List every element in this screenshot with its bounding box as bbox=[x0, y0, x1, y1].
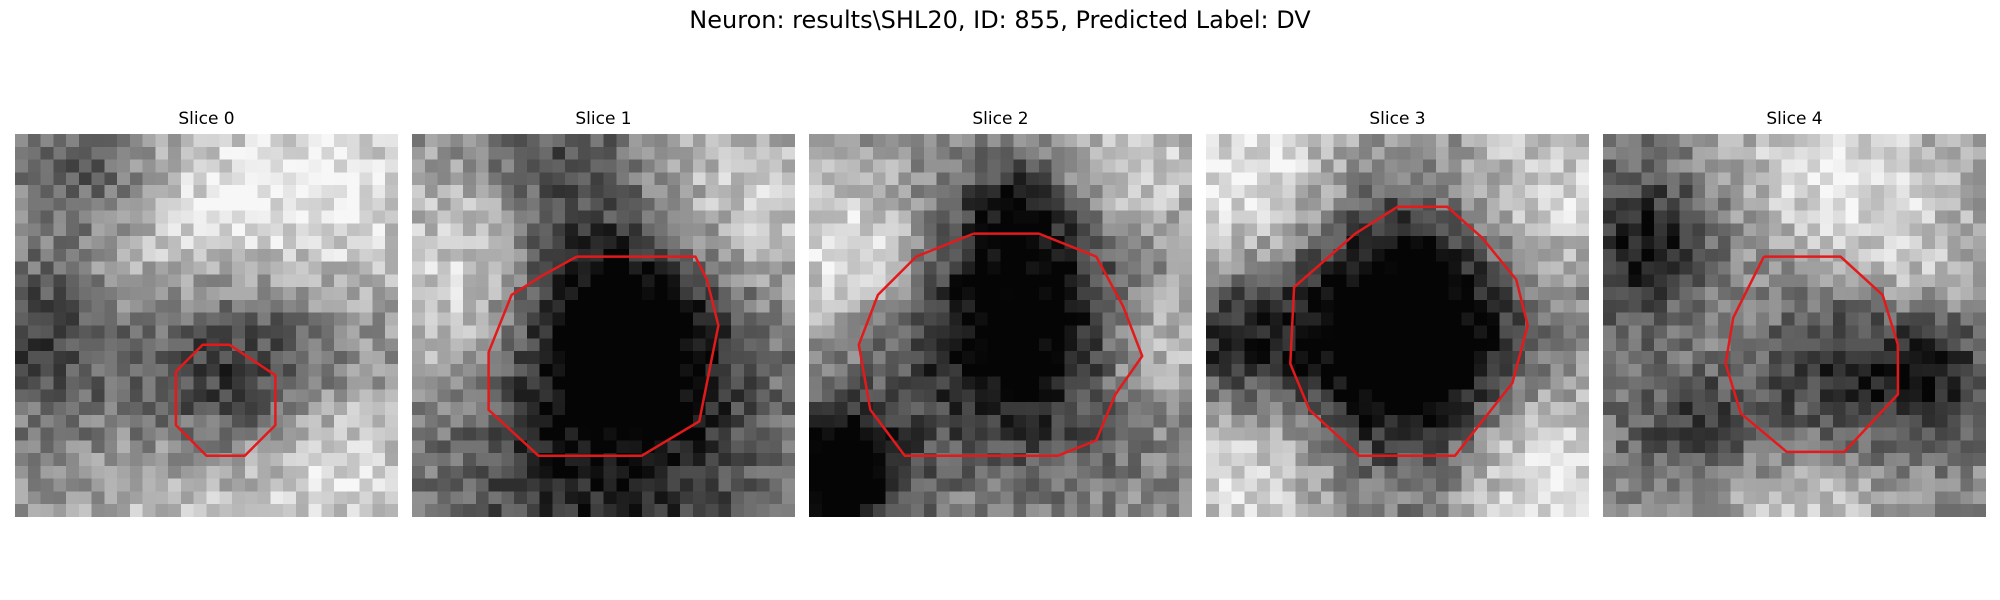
slice-image bbox=[1206, 134, 1589, 517]
slice-panel: Slice 4 bbox=[1603, 106, 1986, 517]
slice-image bbox=[809, 134, 1192, 517]
neuron-contour bbox=[1724, 255, 1900, 454]
slice-title: Slice 1 bbox=[575, 109, 632, 129]
slice-panel: Slice 0 bbox=[15, 106, 398, 517]
slice-image bbox=[15, 134, 398, 517]
slice-pixels bbox=[15, 134, 398, 517]
slice-image bbox=[1603, 134, 1986, 517]
neuron-contour bbox=[174, 343, 277, 457]
slice-pixels bbox=[809, 134, 1192, 517]
slice-title: Slice 3 bbox=[1369, 109, 1426, 129]
slice-image bbox=[412, 134, 795, 517]
slice-panel: Slice 2 bbox=[809, 106, 1192, 517]
slice-title: Slice 0 bbox=[178, 109, 235, 129]
neuron-contour bbox=[857, 232, 1144, 457]
slice-pixels bbox=[1603, 134, 1986, 517]
slice-panel: Slice 1 bbox=[412, 106, 795, 517]
figure-title: Neuron: results\SHL20, ID: 855, Predicte… bbox=[689, 6, 1311, 34]
slice-title: Slice 2 bbox=[972, 109, 1029, 129]
slice-title: Slice 4 bbox=[1766, 109, 1823, 129]
slice-pixels bbox=[1206, 134, 1589, 517]
neuron-contour bbox=[1289, 205, 1529, 457]
slice-panel: Slice 3 bbox=[1206, 106, 1589, 517]
slice-pixels bbox=[412, 134, 795, 517]
neuron-contour bbox=[487, 255, 720, 457]
